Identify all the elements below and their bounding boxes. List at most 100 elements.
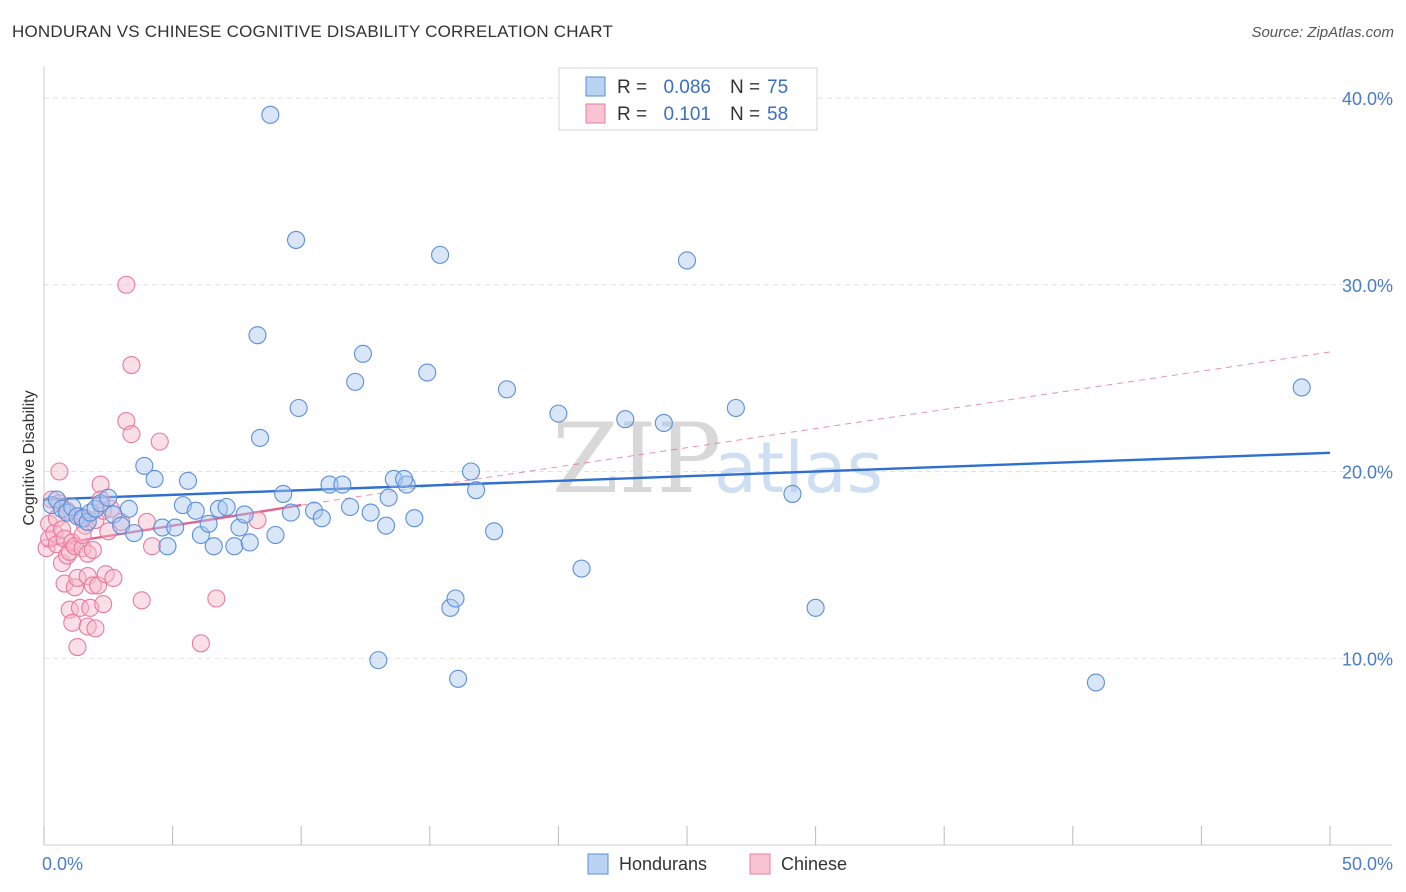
chinese-point [83,576,102,595]
y-tick-label: 30.0% [1342,276,1393,296]
honduran-point [1292,378,1311,397]
honduran-point [806,598,825,617]
legend-r-value: 0.086 [663,77,711,98]
chinese-point [122,425,141,444]
honduran-point [395,469,414,489]
honduran-point [549,404,568,423]
honduran-point [497,380,517,399]
y-tick-label: 40.0% [1342,89,1393,109]
honduran-point [217,497,236,517]
honduran-point [346,372,365,391]
honduran-point [654,413,673,433]
honduran-point [266,525,285,545]
x-tick-label: 0.0% [42,854,83,874]
chinese-point [68,637,87,657]
grid-lines: 10.0% 20.0% 30.0% 40.0% [44,89,1393,669]
series-legend: Hondurans Chinese [587,853,847,875]
honduran-trend-line [43,451,1331,501]
honduran-point [209,499,228,518]
chinese-point [207,589,226,608]
chinese-trend-dashed [301,351,1331,506]
honduran-point [361,503,380,522]
honduran-point [312,509,331,528]
honduran-point [405,509,424,528]
honduran-point [86,499,105,518]
honduran-point [250,428,270,447]
honduran-point [225,537,244,556]
chinese-point [50,462,69,481]
y-tick-label: 10.0% [1342,649,1393,669]
honduran-point [289,398,308,418]
chart-title: HONDURAN VS CHINESE COGNITIVE DISABILITY… [12,22,614,41]
honduran-point [379,488,398,507]
legend-n-label: N = [730,77,760,98]
honduran-point [199,514,218,533]
chinese-point [83,540,102,559]
watermark: ZIP atlas [552,403,883,515]
honduran-point [287,230,306,249]
honduran-point [377,516,396,535]
legend-r-value: 0.101 [663,104,711,125]
data-points [37,105,1311,692]
honduran-point [135,456,154,475]
honduran-point [467,481,486,500]
honduran-point [449,669,468,688]
chinese-point [63,613,82,632]
series-legend-label: Hondurans [619,854,707,874]
watermark-atlas: atlas [714,427,883,509]
legend-r-label: R = [617,77,647,98]
chinese-point [191,634,210,653]
source-label: Source: ZipAtlas.com [1251,24,1394,41]
honduran-point [42,496,61,515]
honduran-point [281,503,300,522]
honduran-point [461,462,481,481]
honduran-point [726,398,745,418]
honduran-point [158,537,177,556]
series-legend-label: Chinese [781,854,847,874]
legend-n-value: 75 [767,77,788,98]
chinese-point [132,591,151,610]
honduran-point [616,410,635,429]
chinese-point [86,619,105,638]
honduran-point [369,651,388,670]
chinese-point [122,356,141,375]
honduran-point [153,518,172,537]
legend-n-label: N = [730,104,760,125]
honduran-point [63,497,82,517]
honduran-point [485,522,504,541]
axes: 0.0% 50.0% [42,66,1393,874]
chinese-point [150,432,169,451]
honduran-point [274,484,293,503]
chinese-point [117,275,136,294]
y-tick-label: 20.0% [1342,463,1393,483]
honduran-point [47,490,66,509]
chinese-point [78,567,97,586]
honduran-point [186,501,205,520]
honduran-point [166,518,185,537]
honduran-point [320,475,339,494]
honduran-point [341,497,360,517]
honduran-point [333,475,352,494]
honduran-point [783,484,802,503]
honduran-point [446,589,465,608]
legend-swatch [585,103,606,124]
chinese-point [94,595,113,614]
y-axis-label: Cognitive Disability [21,390,38,525]
honduran-point [431,245,450,264]
honduran-point [441,598,460,617]
watermark-zip: ZIP [552,403,721,515]
honduran-point [119,499,138,518]
honduran-point [204,537,223,556]
chinese-point [70,598,90,617]
honduran-point [418,363,437,382]
legend-r-label: R = [617,104,647,125]
chinese-point [104,568,123,588]
honduran-point [240,533,259,552]
honduran-point [248,326,267,345]
honduran-point [124,524,144,543]
honduran-point [1086,673,1105,692]
honduran-point [305,501,324,520]
series-legend-swatch [587,853,609,875]
x-tick-label: 50.0% [1342,854,1393,874]
